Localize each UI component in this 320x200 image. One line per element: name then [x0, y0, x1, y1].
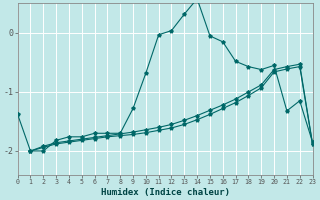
X-axis label: Humidex (Indice chaleur): Humidex (Indice chaleur): [100, 188, 229, 197]
